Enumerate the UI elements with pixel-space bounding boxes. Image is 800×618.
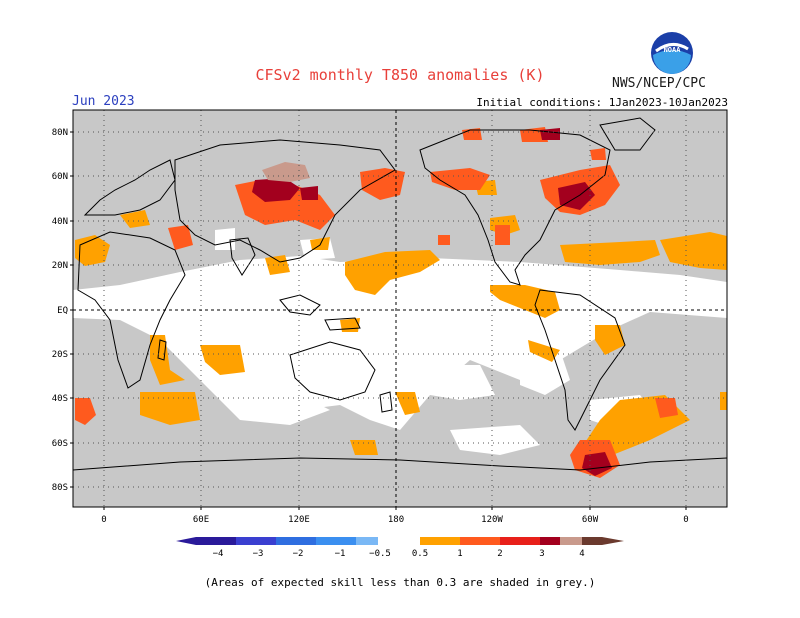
lat-label: 20N — [52, 261, 68, 271]
lat-label: EQ — [57, 306, 68, 316]
graticule — [73, 110, 727, 507]
colorbar-arrow-left — [176, 537, 196, 545]
colorbar-swatch — [560, 537, 582, 545]
map-frame — [72, 109, 728, 508]
colorbar-swatch — [316, 537, 356, 545]
colorbar-swatch — [420, 537, 460, 545]
colorbar-label: −3 — [253, 549, 264, 559]
colorbar-label: −0.5 — [369, 549, 391, 559]
agency-label: NWS/NCEP/CPC — [612, 76, 706, 91]
lon-label: 120W — [481, 515, 503, 525]
latitude-labels: 80N 60N 40N 20N EQ 20S 40S 60S 80S — [52, 128, 68, 493]
lat-label: 60S — [52, 439, 68, 449]
lat-label: 20S — [52, 350, 68, 360]
longitude-labels: 0 60E 120E 180 120W 60W 0 — [101, 515, 688, 525]
lon-label: 60E — [193, 515, 209, 525]
colorbar-swatch — [356, 537, 378, 545]
colorbar-swatch — [582, 537, 602, 545]
colorbar-arrow-right — [602, 537, 624, 545]
colorbar-label: −1 — [335, 549, 346, 559]
colorbar-label: 1 — [457, 549, 462, 559]
lon-label: 120E — [288, 515, 310, 525]
colorbar-label: 3 — [539, 549, 544, 559]
skill-footnote: (Areas of expected skill less than 0.3 a… — [204, 576, 596, 589]
noaa-logo: NOAA — [651, 32, 693, 74]
lat-label: 40N — [52, 217, 68, 227]
colorbar — [176, 537, 624, 545]
colorbar-swatch — [500, 537, 540, 545]
axis-ticks — [70, 131, 687, 510]
lat-label: 40S — [52, 394, 68, 404]
lon-label: 0 — [683, 515, 688, 525]
lon-label: 180 — [388, 515, 404, 525]
colorbar-swatch — [196, 537, 236, 545]
colorbar-label: −4 — [213, 549, 224, 559]
lat-label: 80N — [52, 128, 68, 138]
colorbar-swatch — [236, 537, 276, 545]
lat-label: 60N — [52, 172, 68, 182]
colorbar-labels: −4 −3 −2 −1 −0.5 0.5 1 2 3 4 — [213, 549, 585, 559]
colorbar-label: 2 — [497, 549, 502, 559]
colorbar-swatch — [276, 537, 316, 545]
valid-month: Jun 2023 — [72, 94, 135, 109]
lon-label: 60W — [582, 515, 599, 525]
colorbar-label: 4 — [579, 549, 584, 559]
svg-text:NOAA: NOAA — [664, 46, 682, 54]
colorbar-swatch — [378, 537, 420, 545]
lat-label: 80S — [52, 483, 68, 493]
colorbar-label: 0.5 — [412, 549, 428, 559]
map-title: CFSv2 monthly T850 anomalies (K) — [255, 66, 545, 84]
anomaly-3-4 — [262, 162, 310, 182]
initial-conditions: Initial conditions: 1Jan2023-10Jan2023 — [476, 96, 728, 109]
lon-label: 0 — [101, 515, 106, 525]
colorbar-swatch — [460, 537, 500, 545]
colorbar-label: −2 — [293, 549, 304, 559]
